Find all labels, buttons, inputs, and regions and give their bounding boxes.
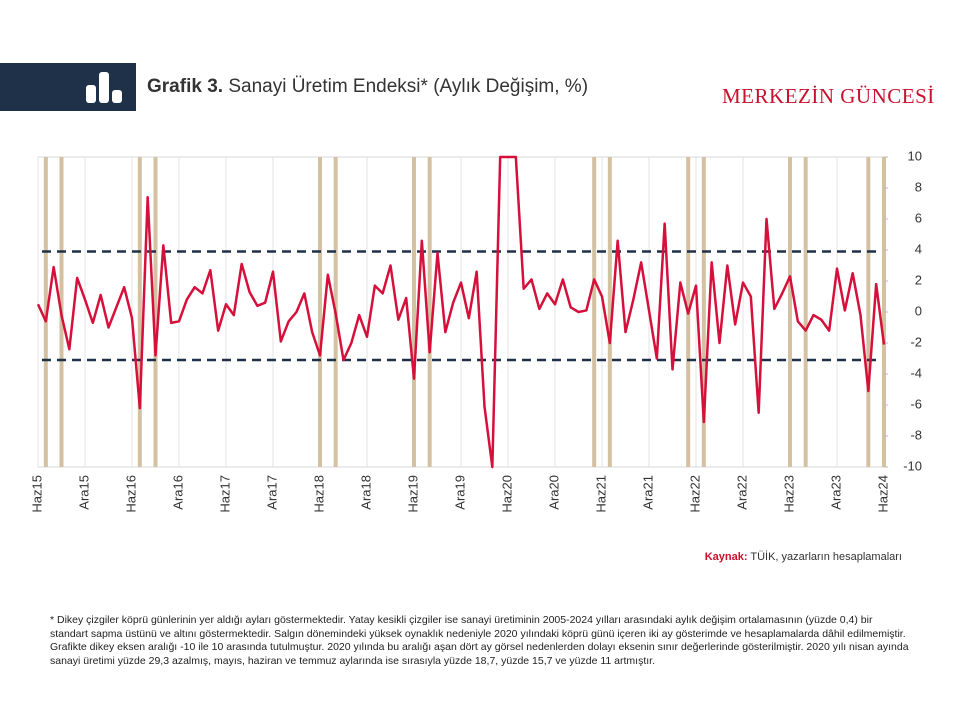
data-line [36,155,886,469]
y-tick-label: -4 [910,365,922,380]
x-tick-label: Ara17 [264,475,279,510]
x-tick-label: Ara22 [734,475,749,510]
source: Kaynak: TÜİK, yazarların hesaplamaları [704,551,902,563]
y-tick-label: -2 [910,334,922,349]
y-tick-label: -8 [910,427,922,442]
x-tick-label: Haz21 [593,475,608,513]
x-tick-label: Haz20 [499,475,514,513]
x-tick-label: Haz22 [687,475,702,513]
x-tick-label: Haz16 [123,475,138,513]
brand: MERKEZİN GÜNCESİ [722,84,935,108]
x-tick-label: Haz19 [405,475,420,513]
x-tick-label: Haz24 [875,475,890,513]
y-tick-label: 6 [915,210,922,225]
x-tick-label: Ara19 [452,475,467,510]
x-tick-label: Haz17 [217,475,232,513]
x-tick-label: Ara15 [76,475,91,510]
x-tick-label: Ara16 [170,475,185,510]
x-tick-label: Ara23 [828,475,843,510]
x-tick-label: Haz23 [781,475,796,513]
y-tick-label: 2 [915,272,922,287]
chart-title: Grafik 3. Sanayi Üretim Endeksi* (Aylık … [147,76,589,97]
header-icon [86,72,122,103]
x-tick-label: Haz18 [311,475,326,513]
x-tick-label: Ara21 [640,475,655,510]
y-tick-label: 0 [915,303,922,318]
y-tick-label: 8 [915,179,922,194]
x-tick-label: Haz15 [29,475,44,513]
y-tick-label: 10 [908,148,922,163]
footnote: * Dikey çizgiler köprü günlerinin yer al… [50,614,909,667]
y-tick-label: -6 [910,396,922,411]
y-tick-label: 4 [915,241,922,256]
y-tick-label: -10 [903,458,922,473]
x-tick-label: Ara20 [546,475,561,510]
x-tick-label: Ara18 [358,475,373,510]
chart: Haz15 Ara15 Haz16 Ara16 Haz17 Ara17 Haz18 Ara18… [29,148,922,513]
header-bar [0,63,136,111]
